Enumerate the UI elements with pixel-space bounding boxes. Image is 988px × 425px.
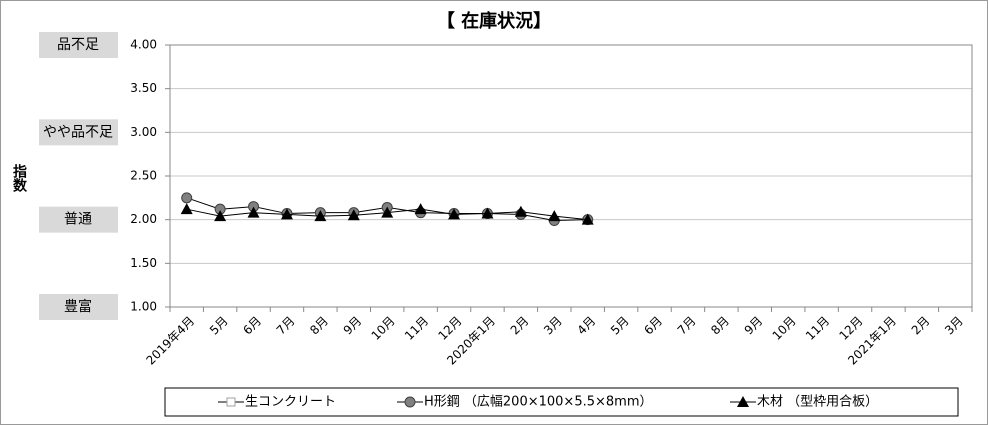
data-point [381, 206, 394, 218]
data-point [414, 203, 427, 215]
y-axis-label: 指数 [11, 163, 27, 193]
legend-marker [737, 396, 749, 407]
y-tick-label: 1.50 [130, 256, 157, 270]
data-point [247, 206, 260, 218]
legend-label: 木材 （型枠用合板） [757, 395, 878, 410]
data-point [347, 209, 360, 221]
y-tick-label: 1.00 [130, 300, 157, 314]
legend-marker [404, 396, 416, 408]
level-label: 豊富 [64, 298, 92, 315]
legend-box [164, 387, 959, 417]
level-label: 普通 [64, 212, 92, 228]
legend-label: 生コンクリート [245, 395, 336, 410]
level-label-box [39, 119, 118, 146]
data-point [448, 208, 461, 220]
y-tick-label: 2.00 [130, 212, 157, 226]
level-label-box [39, 32, 118, 58]
data-point [481, 207, 494, 219]
data-point [181, 192, 193, 204]
chart-title: 【 在庫状況】 [437, 10, 551, 32]
data-point [180, 203, 193, 215]
legend-label: H形鋼 （広幅200×100×5.5×8mm） [424, 395, 652, 410]
data-point [514, 205, 527, 217]
level-label: 品不足 [57, 37, 99, 53]
y-tick-label: 2.50 [130, 169, 157, 183]
y-tick-label: 3.50 [130, 81, 157, 95]
data-point [581, 213, 594, 225]
data-point [280, 208, 293, 220]
level-label-box [39, 294, 118, 320]
level-label: やや品不足 [43, 124, 113, 140]
level-label-box [39, 206, 118, 233]
y-tick-label: 4.00 [130, 38, 157, 52]
legend-marker [226, 397, 236, 407]
data-point [214, 210, 227, 222]
data-point [314, 210, 327, 222]
data-point [548, 210, 561, 222]
y-tick-label: 3.00 [130, 125, 157, 139]
